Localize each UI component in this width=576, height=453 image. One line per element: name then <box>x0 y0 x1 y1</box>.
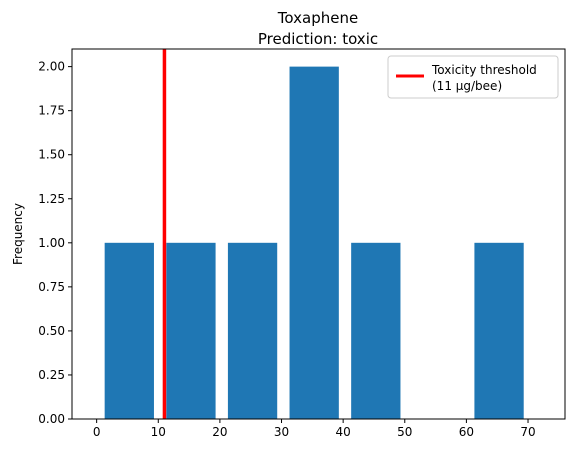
x-tick-label-2: 20 <box>212 425 227 439</box>
y-tick-label-4: 1.00 <box>38 236 65 250</box>
y-tick-label-8: 2.00 <box>38 60 65 74</box>
x-tick-label-4: 40 <box>336 425 351 439</box>
x-tick-label-7: 70 <box>520 425 535 439</box>
bar-1 <box>166 242 216 419</box>
bar-3 <box>289 66 339 419</box>
y-tick-label-7: 1.75 <box>38 104 65 118</box>
y-tick-label-1: 0.25 <box>38 368 65 382</box>
y-tick-label-2: 0.50 <box>38 324 65 338</box>
chart-title: Toxaphene <box>277 9 358 27</box>
x-tick-label-1: 10 <box>151 425 166 439</box>
x-tick-label-3: 30 <box>274 425 289 439</box>
legend: Toxicity threshold (11 µg/bee) <box>387 55 559 99</box>
x-axis-ticks: 0 10 20 30 40 50 60 70 <box>93 419 536 439</box>
x-tick-label-6: 60 <box>459 425 474 439</box>
bar-4 <box>351 242 401 419</box>
legend-box <box>387 55 559 99</box>
x-tick-label-5: 50 <box>397 425 412 439</box>
x-tick-label-0: 0 <box>93 425 101 439</box>
legend-threshold-label-line1: Toxicity threshold <box>431 63 537 77</box>
plot-frame <box>71 48 566 420</box>
bar-2 <box>227 242 278 419</box>
bar-6 <box>474 242 524 419</box>
y-axis-ticks: 0.00 0.25 0.50 0.75 1.00 1.25 1.50 1.75 2.00 <box>38 60 72 426</box>
chart-subtitle: Prediction: toxic <box>258 30 378 48</box>
y-tick-label-0: 0.00 <box>38 412 65 426</box>
y-axis-label: Frequency <box>11 203 25 265</box>
y-tick-label-3: 0.75 <box>38 280 65 294</box>
bar-0 <box>104 242 154 419</box>
bars-group <box>104 66 524 419</box>
y-tick-label-6: 1.50 <box>38 148 65 162</box>
y-tick-label-5: 1.25 <box>38 192 65 206</box>
legend-threshold-label-line2: (11 µg/bee) <box>432 79 502 93</box>
